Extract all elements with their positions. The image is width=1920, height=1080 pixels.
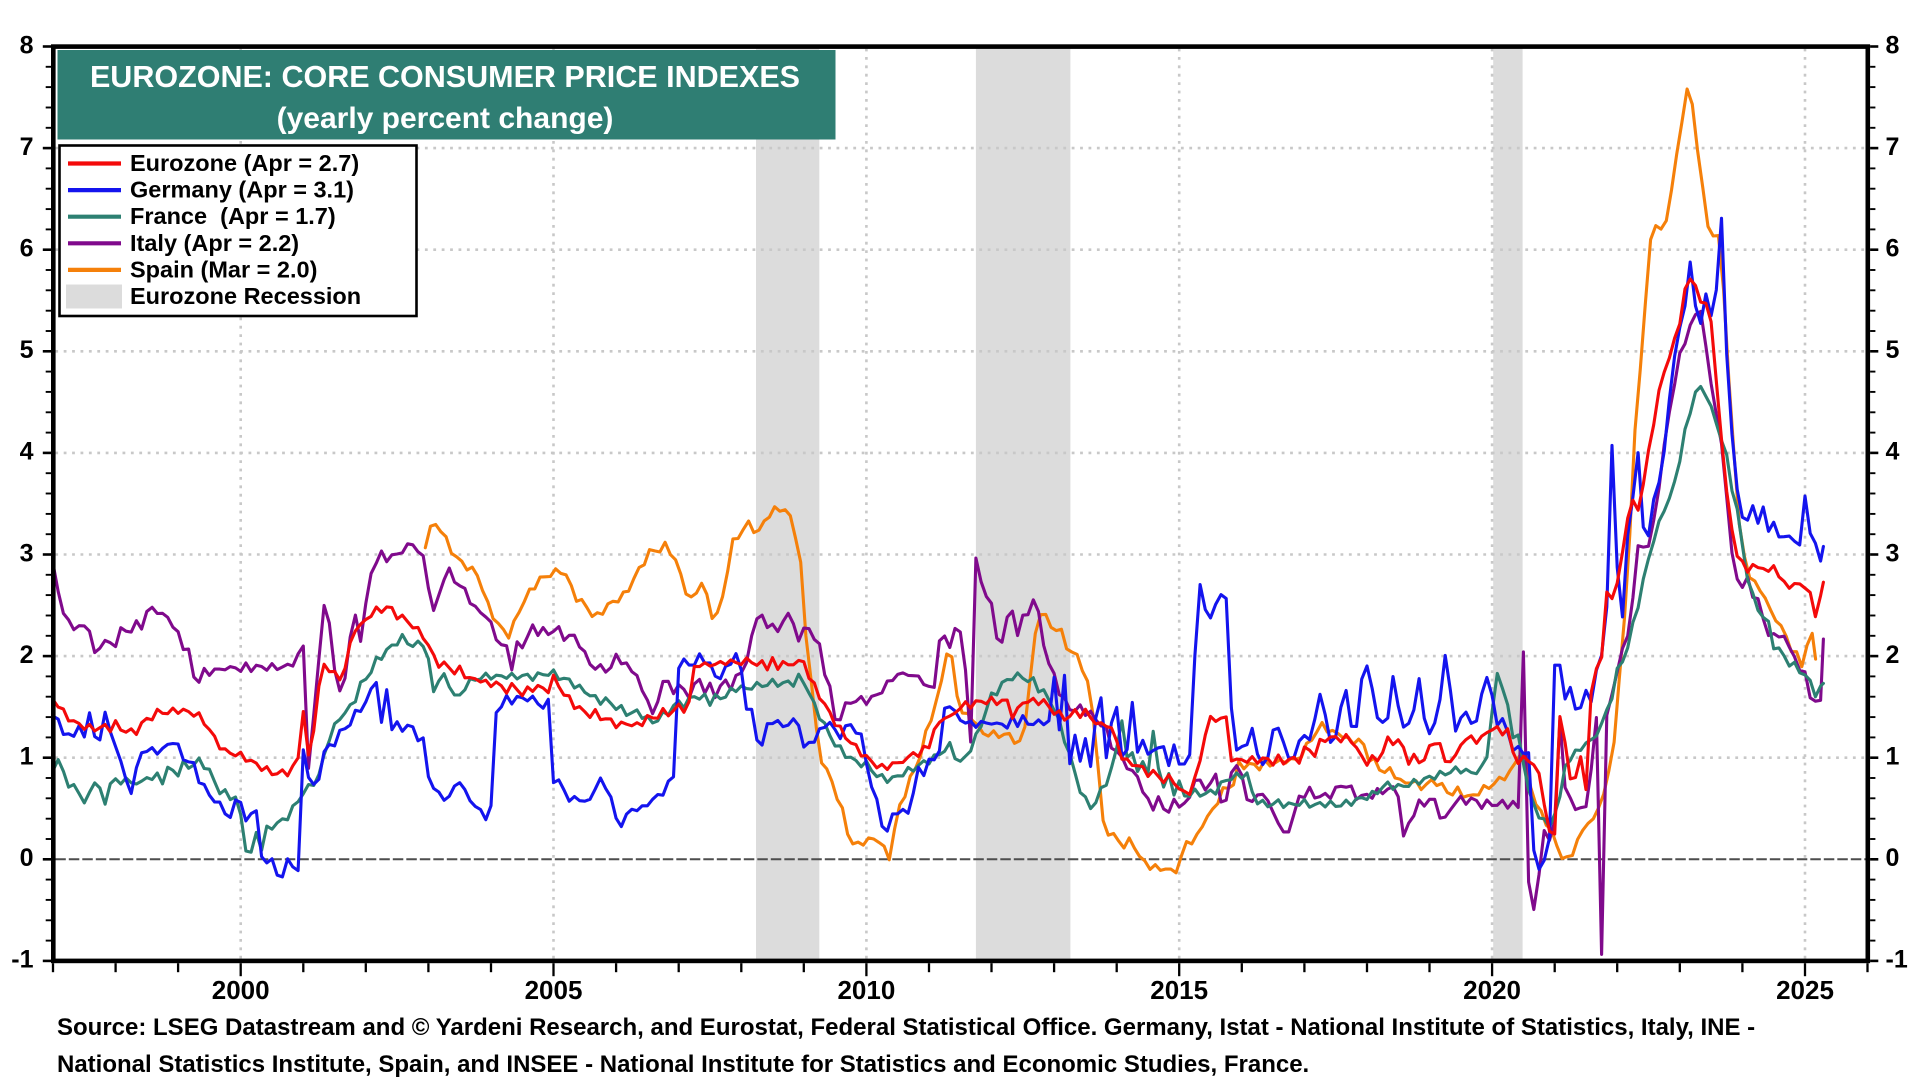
svg-text:2025: 2025 bbox=[1776, 975, 1834, 1005]
svg-text:2: 2 bbox=[20, 641, 34, 669]
svg-text:0: 0 bbox=[1886, 844, 1900, 872]
svg-text:6: 6 bbox=[1886, 235, 1900, 263]
svg-text:National Statistics Institute,: National Statistics Institute, Spain, an… bbox=[57, 1051, 1309, 1078]
svg-text:Germany (Apr = 3.1): Germany (Apr = 3.1) bbox=[130, 177, 354, 203]
svg-text:Italy (Apr = 2.2): Italy (Apr = 2.2) bbox=[130, 230, 299, 256]
svg-text:7: 7 bbox=[20, 133, 34, 161]
svg-text:EUROZONE: CORE CONSUMER PRICE: EUROZONE: CORE CONSUMER PRICE INDEXES bbox=[90, 60, 800, 94]
svg-text:1: 1 bbox=[20, 743, 34, 771]
svg-text:2: 2 bbox=[1886, 641, 1900, 669]
svg-text:(yearly percent change): (yearly percent change) bbox=[277, 102, 614, 135]
svg-text:4: 4 bbox=[20, 438, 34, 466]
svg-text:0: 0 bbox=[20, 844, 34, 872]
svg-text:3: 3 bbox=[1886, 539, 1900, 567]
svg-text:-1: -1 bbox=[11, 946, 33, 974]
svg-text:Spain (Mar = 2.0): Spain (Mar = 2.0) bbox=[130, 256, 317, 282]
svg-text:Eurozone Recession: Eurozone Recession bbox=[130, 283, 361, 309]
svg-text:Eurozone (Apr = 2.7): Eurozone (Apr = 2.7) bbox=[130, 150, 359, 176]
svg-text:-1: -1 bbox=[1886, 946, 1908, 974]
svg-text:2020: 2020 bbox=[1463, 975, 1521, 1005]
svg-text:3: 3 bbox=[20, 539, 34, 567]
svg-text:4: 4 bbox=[1886, 438, 1900, 466]
svg-text:France (Apr = 1.7): France (Apr = 1.7) bbox=[130, 203, 336, 229]
svg-text:2015: 2015 bbox=[1150, 975, 1208, 1005]
svg-text:2000: 2000 bbox=[212, 975, 270, 1005]
svg-text:2005: 2005 bbox=[525, 975, 583, 1005]
svg-text:8: 8 bbox=[1886, 31, 1900, 59]
svg-text:6: 6 bbox=[20, 235, 34, 263]
svg-text:Source: LSEG Datastream and ©: Source: LSEG Datastream and © Yardeni Re… bbox=[57, 1014, 1755, 1041]
svg-text:2010: 2010 bbox=[837, 975, 895, 1005]
svg-text:5: 5 bbox=[20, 336, 34, 364]
svg-text:8: 8 bbox=[20, 31, 34, 59]
svg-text:7: 7 bbox=[1886, 133, 1900, 161]
svg-text:5: 5 bbox=[1886, 336, 1900, 364]
svg-text:1: 1 bbox=[1886, 743, 1900, 771]
